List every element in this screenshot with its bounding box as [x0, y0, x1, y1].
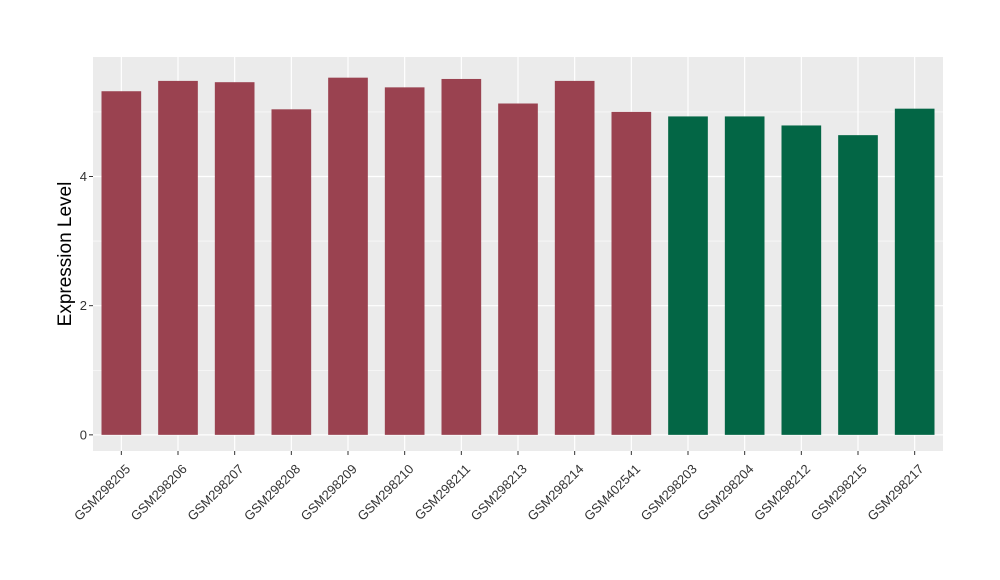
bar-gsm402541 — [611, 111, 652, 435]
bar-gsm298203 — [668, 116, 708, 435]
y-axis-title: Expression Level — [55, 182, 76, 327]
bar-gsm298204 — [724, 116, 765, 435]
y-tick-label: 0 — [80, 427, 87, 442]
bar-gsm298208 — [271, 109, 312, 435]
bar-gsm298211 — [441, 78, 482, 435]
x-tick-label: GSM298217 — [864, 461, 926, 523]
y-tick-label: 4 — [80, 169, 87, 184]
bar-gsm298207 — [214, 82, 255, 435]
x-tick-label: GSM298213 — [468, 461, 530, 523]
bars — [101, 77, 935, 435]
bar-gsm298217 — [894, 108, 935, 435]
x-tick-label: GSM298206 — [128, 461, 190, 523]
bar-gsm298205 — [101, 91, 142, 435]
bar-gsm298215 — [838, 135, 878, 435]
x-tick-label: GSM298205 — [71, 461, 133, 523]
y-tick-label: 2 — [80, 298, 87, 313]
x-tick-label: GSM298212 — [751, 461, 813, 523]
x-tick-label: GSM298204 — [694, 461, 756, 523]
x-tick-label: GSM298207 — [184, 461, 246, 523]
x-tick-label: GSM298214 — [524, 461, 586, 523]
bar-gsm298206 — [158, 80, 198, 435]
x-tick-label: GSM298208 — [241, 461, 303, 523]
y-axis-ticks: 0 2 4 — [80, 169, 93, 442]
x-tick-label: GSM298215 — [808, 461, 870, 523]
bar-gsm298210 — [384, 87, 425, 435]
bar-gsm298214 — [554, 80, 595, 435]
bar-gsm298213 — [498, 103, 538, 435]
x-tick-label: GSM402541 — [581, 461, 643, 523]
bar-gsm298209 — [328, 77, 368, 435]
x-axis-ticks: GSM298205GSM298206GSM298207GSM298208GSM2… — [71, 451, 927, 524]
x-tick-label: GSM298210 — [354, 461, 416, 523]
x-tick-label: GSM298211 — [412, 461, 474, 523]
x-tick-label: GSM298209 — [298, 461, 360, 523]
x-tick-label: GSM298203 — [638, 461, 700, 523]
bar-gsm298212 — [781, 125, 822, 435]
